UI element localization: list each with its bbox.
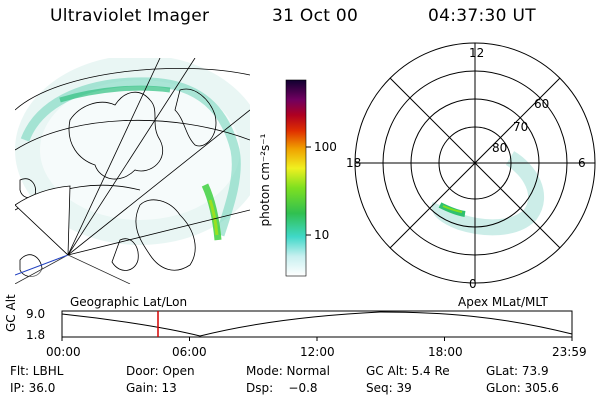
- colorbar-tick-100: 100: [314, 140, 337, 154]
- x-tick-0000: 00:00: [46, 345, 81, 359]
- status-mode: Mode: Normal: [246, 364, 330, 378]
- colorbar-unit-label: photon cm⁻²s⁻¹: [258, 133, 272, 227]
- colorbar-tick-10: 10: [314, 228, 330, 242]
- status-door: Door: Open: [126, 364, 195, 378]
- date-label: 31 Oct 00: [272, 6, 359, 26]
- y-tick-max: 9.0: [26, 307, 46, 321]
- geographic-map: [15, 58, 250, 284]
- status-gc-alt: GC Alt: 5.4 Re: [366, 364, 450, 378]
- mlat-label-70: 70: [513, 120, 529, 134]
- x-tick-2359: 23:59: [552, 345, 587, 359]
- mlt-label-6: 6: [578, 156, 586, 170]
- x-tick-0600: 06:00: [172, 345, 207, 359]
- status-gain: Gain: 13: [126, 381, 177, 395]
- status-glat: GLat: 73.9: [486, 364, 549, 378]
- apex-caption: Apex MLat/MLT: [458, 295, 548, 309]
- timeline-panel: [61, 310, 573, 341]
- colorbar: [285, 79, 311, 277]
- time-label: 04:37:30 UT: [428, 6, 536, 26]
- mlt-label-18: 18: [346, 156, 362, 170]
- geographic-caption: Geographic Lat/Lon: [70, 295, 188, 309]
- polar-plot: [354, 42, 596, 284]
- mlt-label-12: 12: [469, 46, 485, 60]
- status-seq: Seq: 39: [366, 381, 412, 395]
- status-glon: GLon: 305.6: [486, 381, 559, 395]
- y-tick-min: 1.8: [26, 328, 46, 342]
- mlat-label-80: 80: [492, 141, 508, 155]
- status-ip: IP: 36.0: [10, 381, 56, 395]
- instrument-title: Ultraviolet Imager: [50, 6, 210, 26]
- mlt-label-0: 0: [469, 277, 477, 291]
- x-tick-1200: 12:00: [300, 345, 335, 359]
- mlat-label-60: 60: [534, 97, 550, 111]
- status-filter: Flt: LBHL: [10, 364, 64, 378]
- x-tick-1800: 18:00: [428, 345, 463, 359]
- gc-alt-axis-title: GC Alt: [4, 294, 18, 332]
- status-dsp: Dsp: −0.8: [246, 381, 318, 395]
